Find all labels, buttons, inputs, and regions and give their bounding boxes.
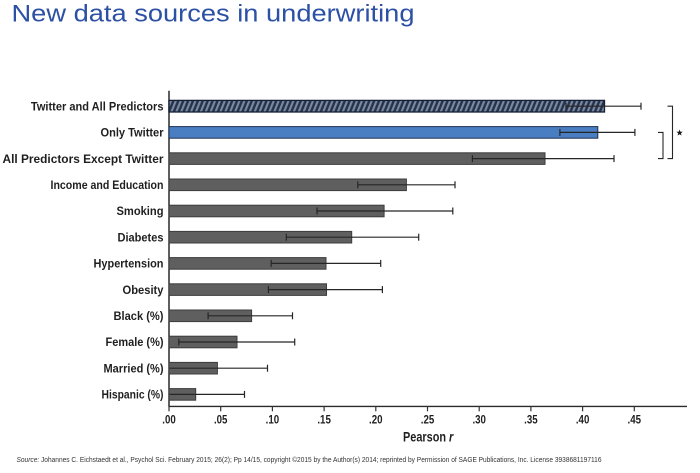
- svg-text:.35: .35: [524, 413, 538, 427]
- svg-text:.00: .00: [162, 413, 176, 427]
- svg-text:.45: .45: [628, 413, 642, 427]
- svg-text:.30: .30: [472, 413, 486, 427]
- svg-text:Diabetes: Diabetes: [118, 230, 164, 244]
- svg-text:Only Twitter: Only Twitter: [101, 126, 164, 140]
- svg-text:Married (%): Married (%): [104, 361, 164, 375]
- svg-text:Source: Johannes C. Eichstaedt: Source: Johannes C. Eichstaedt et al., P…: [17, 456, 602, 464]
- svg-text:Female (%): Female (%): [106, 335, 164, 349]
- svg-text:Obesity: Obesity: [123, 283, 164, 297]
- svg-text:.20: .20: [369, 413, 383, 427]
- svg-text:All Predictors Except Twitter: All Predictors Except Twitter: [3, 152, 164, 166]
- svg-text:Smoking: Smoking: [117, 204, 164, 218]
- svg-text:.10: .10: [266, 413, 280, 427]
- svg-text:.15: .15: [317, 413, 331, 427]
- svg-text:.40: .40: [576, 413, 590, 427]
- svg-text:New data sources in underwriti: New data sources in underwriting: [12, 1, 415, 28]
- svg-text:.25: .25: [421, 413, 435, 427]
- svg-text:Pearson r: Pearson r: [403, 428, 455, 444]
- svg-text:Hypertension: Hypertension: [94, 257, 164, 271]
- svg-text:Twitter and All Predictors: Twitter and All Predictors: [31, 99, 164, 113]
- svg-text:Income and Education: Income and Education: [51, 178, 164, 192]
- svg-text:Black (%): Black (%): [114, 309, 164, 323]
- svg-text:Hispanic (%): Hispanic (%): [102, 388, 164, 402]
- svg-text:.05: .05: [214, 413, 228, 427]
